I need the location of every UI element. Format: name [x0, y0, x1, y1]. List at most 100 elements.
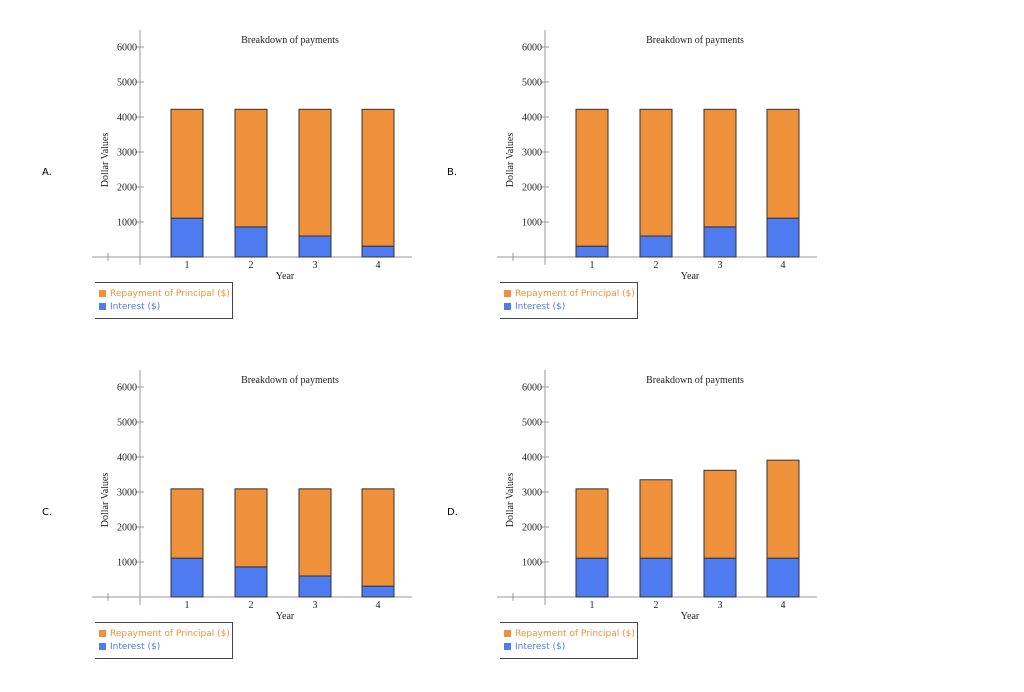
bar-interest-4 [766, 557, 800, 598]
legend-swatch [99, 290, 106, 297]
bar-principal-2 [234, 108, 268, 228]
y-axis-title: Dollar Values [100, 133, 111, 188]
bar-principal-1 [170, 108, 204, 219]
bar-interest-4 [766, 217, 800, 258]
bar-principal-3 [298, 488, 332, 577]
legend-item: Interest ($) [99, 640, 232, 653]
bar-principal-1 [575, 488, 609, 559]
y-tick-label: 1000 [117, 218, 137, 229]
x-tick-label: 3 [313, 600, 318, 611]
legend-swatch [504, 630, 511, 637]
bar-principal-3 [703, 469, 737, 559]
x-tick-label: 2 [249, 600, 254, 611]
y-tick-label: 4000 [117, 453, 137, 464]
y-tick-label: 3000 [522, 148, 542, 159]
bar-interest-2 [639, 557, 673, 598]
y-tick-label: 6000 [522, 383, 542, 394]
legend-label: Repayment of Principal ($) [515, 288, 635, 299]
legend-swatch [504, 643, 511, 650]
y-tick-label: 3000 [117, 488, 137, 499]
y-tick-label: 3000 [522, 488, 542, 499]
y-axis-title: Dollar Values [505, 133, 516, 188]
bar-principal-4 [361, 108, 395, 247]
y-axis-title: Dollar Values [100, 473, 111, 528]
x-tick-label: 4 [781, 600, 786, 611]
y-tick-label: 4000 [522, 113, 542, 124]
legend-label: Interest ($) [515, 641, 566, 652]
x-tick-label: 2 [654, 260, 659, 271]
bar-interest-1 [170, 557, 204, 598]
y-tick-label: 1000 [522, 558, 542, 569]
chart-title: Breakdown of payments [646, 375, 744, 386]
bar-principal-2 [639, 479, 673, 559]
chart-title: Breakdown of payments [646, 35, 744, 46]
bar-interest-4 [361, 585, 395, 598]
x-axis-title: Year [681, 271, 700, 282]
bar-interest-2 [234, 566, 268, 598]
bar-interest-3 [298, 235, 332, 258]
legend-item: Interest ($) [504, 640, 637, 653]
bar-interest-1 [575, 245, 609, 258]
legend-item: Repayment of Principal ($) [99, 627, 232, 640]
chart-panel-b: 1000 2000 3000 4000 5000 6000 Breakdown of pay… [497, 30, 817, 282]
bar-interest-2 [234, 226, 268, 258]
x-tick-label: 2 [249, 260, 254, 271]
legend-item: Interest ($) [99, 300, 232, 313]
option-label: D. [447, 507, 458, 518]
chart-panel-c: 1000 2000 3000 4000 5000 6000 Breakdown of pay… [92, 370, 412, 622]
legend-label: Interest ($) [110, 301, 161, 312]
legend: Repayment of Principal ($) Interest ($) [500, 282, 638, 319]
y-tick-label: 5000 [522, 78, 542, 89]
bar-principal-4 [766, 459, 800, 559]
x-tick-label: 4 [376, 260, 381, 271]
x-tick-label: 1 [590, 260, 595, 271]
y-tick-label: 5000 [117, 418, 137, 429]
legend-item: Repayment of Principal ($) [504, 287, 637, 300]
x-axis-title: Year [276, 611, 295, 622]
bar-interest-3 [298, 575, 332, 598]
x-tick-label: 4 [376, 600, 381, 611]
bar-interest-1 [575, 557, 609, 598]
x-axis-title: Year [276, 271, 295, 282]
bar-principal-4 [766, 108, 800, 219]
option-label: B. [447, 167, 458, 178]
legend: Repayment of Principal ($) Interest ($) [95, 622, 233, 659]
y-axis-title: Dollar Values [505, 473, 516, 528]
legend: Repayment of Principal ($) Interest ($) [500, 622, 638, 659]
legend-label: Interest ($) [110, 641, 161, 652]
legend-item: Interest ($) [504, 300, 637, 313]
legend-item: Repayment of Principal ($) [99, 287, 232, 300]
y-tick-label: 5000 [522, 418, 542, 429]
x-tick-label: 2 [654, 600, 659, 611]
chart-title: Breakdown of payments [241, 35, 339, 46]
bar-principal-2 [639, 108, 673, 237]
legend-label: Interest ($) [515, 301, 566, 312]
y-tick-label: 6000 [117, 43, 137, 54]
y-tick-label: 2000 [117, 523, 137, 534]
option-label: C. [42, 507, 53, 518]
bar-interest-4 [361, 245, 395, 258]
chart-title: Breakdown of payments [241, 375, 339, 386]
bar-principal-2 [234, 488, 268, 568]
bar-interest-2 [639, 235, 673, 258]
bar-principal-3 [298, 108, 332, 237]
legend-swatch [504, 290, 511, 297]
legend-item: Repayment of Principal ($) [504, 627, 637, 640]
x-tick-label: 1 [185, 600, 190, 611]
x-tick-label: 3 [718, 600, 723, 611]
legend-label: Repayment of Principal ($) [110, 628, 230, 639]
y-tick-label: 1000 [522, 218, 542, 229]
x-tick-label: 1 [590, 600, 595, 611]
bar-interest-3 [703, 226, 737, 258]
y-tick-label: 5000 [117, 78, 137, 89]
x-tick-label: 3 [718, 260, 723, 271]
legend-swatch [99, 643, 106, 650]
y-tick-label: 6000 [522, 43, 542, 54]
bar-principal-1 [170, 488, 204, 559]
y-tick-label: 3000 [117, 148, 137, 159]
bar-principal-3 [703, 108, 737, 228]
legend-swatch [99, 303, 106, 310]
legend-label: Repayment of Principal ($) [110, 288, 230, 299]
legend-swatch [504, 303, 511, 310]
